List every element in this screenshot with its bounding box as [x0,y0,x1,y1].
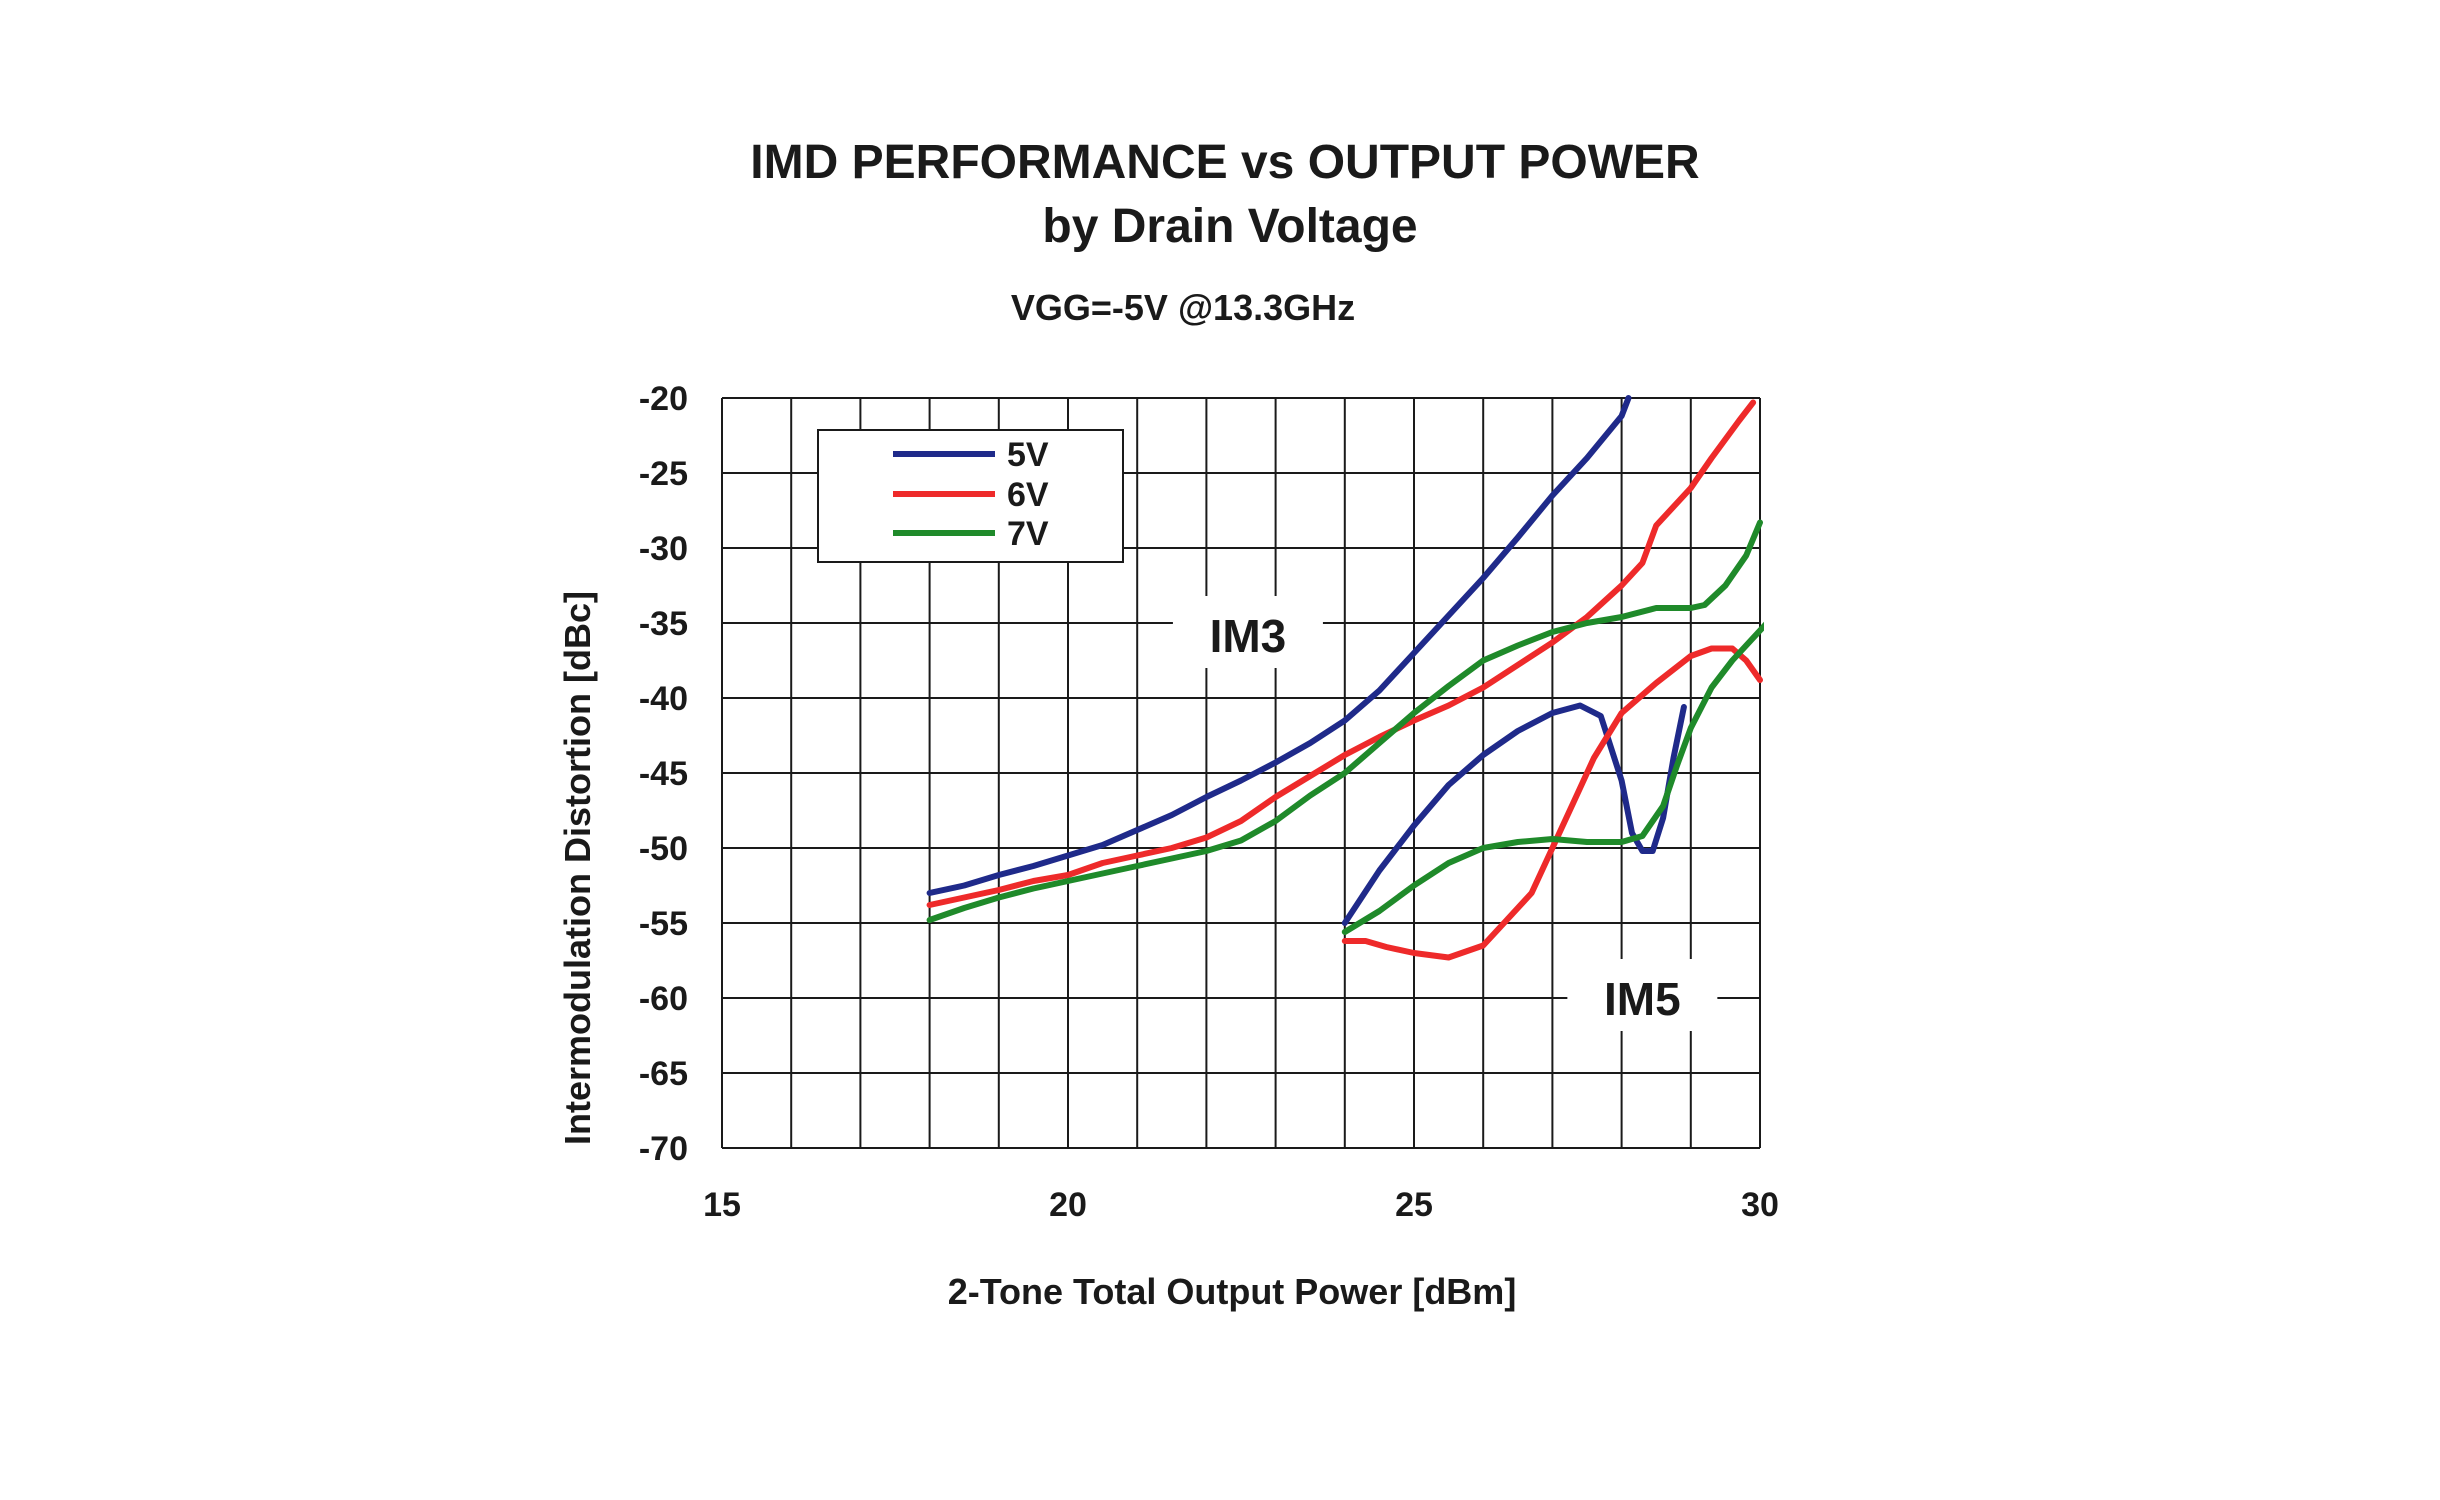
y-tick-labels: -20 -25 -30 -35 -40 -45 -50 -55 -60 -65 -70 [639,380,688,1168]
x-axis-label: 2-Tone Total Output Power [dBm] [948,1271,1517,1312]
y-tick-label: -60 [639,980,688,1018]
series-line-im5-5v [1341,702,1687,926]
legend-label-5v: 5V [1007,436,1049,474]
annotation-background [1172,596,1323,668]
x-tick-label: 15 [703,1186,741,1224]
legend-label-7v: 7V [1007,515,1049,553]
y-tick-label: -55 [639,905,688,943]
chart-subtitle: by Drain Voltage [1042,200,1417,253]
y-tick-label: -65 [639,1055,688,1093]
series-line-im3-7v [926,519,1763,923]
y-tick-label: -45 [639,755,688,793]
series-line-im3-6v [926,399,1757,908]
x-tick-label: 30 [1741,1186,1779,1224]
y-tick-label: -70 [639,1130,688,1168]
x-tick-label: 20 [1049,1186,1087,1224]
chart-condition: VGG=-5V @13.3GHz [1011,287,1355,328]
annotation-im5: IM5 [1604,973,1681,1025]
series-group [926,395,1764,961]
x-tick-label: 25 [1395,1186,1433,1224]
y-tick-label: -20 [639,380,688,418]
annotations: IM3 IM5 [1172,596,1718,1031]
y-tick-label: -35 [639,605,688,643]
series-line-im5-6v [1341,645,1763,961]
chart-title: IMD PERFORMANCE vs OUTPUT POWER [750,136,1699,189]
y-axis-label: Intermodulation Distortion [dBc] [557,591,598,1145]
y-tick-label: -25 [639,455,688,493]
y-tick-label: -50 [639,830,688,868]
y-tick-label: -30 [639,530,688,568]
annotation-im3: IM3 [1210,610,1287,662]
legend-label-6v: 6V [1007,476,1049,514]
x-tick-labels: 15 20 25 30 [703,1186,1779,1224]
y-tick-label: -40 [639,680,688,718]
annotation-background [1567,959,1718,1031]
series-line-im3-5v [926,395,1632,896]
series-line-im5-7v [1341,621,1764,935]
